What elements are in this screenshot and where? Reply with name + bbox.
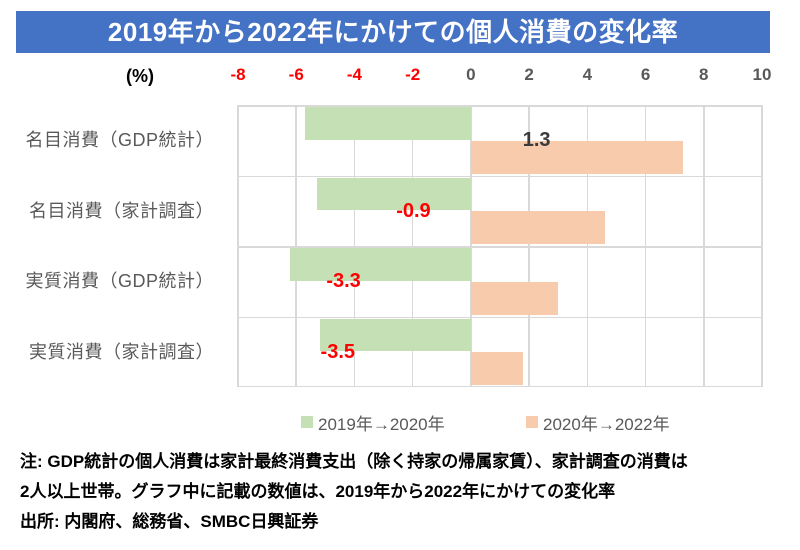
plot-area: 1.3 -0.9 -3.3 -3.5 — [237, 105, 763, 387]
bar-series1 — [319, 318, 471, 352]
bar-series2 — [470, 211, 605, 244]
x-axis-tick-label: 2 — [524, 65, 534, 84]
footnote-line: 2人以上世帯。グラフ中に記載の数値は、2019年から2022年にかけての変化率 — [20, 482, 616, 501]
category-label: 実質消費（GDP統計） — [25, 271, 214, 292]
data-label: -3.5 — [320, 340, 355, 363]
legend-label: 2019年→2020年 — [318, 414, 445, 434]
bar-series1 — [304, 107, 471, 140]
bar-series1 — [290, 248, 471, 281]
gridline-horizontal — [238, 316, 762, 318]
gridline-horizontal — [238, 175, 762, 177]
legend-swatch-icon — [526, 416, 538, 428]
x-axis-tick-label: -6 — [288, 65, 304, 84]
category-label: 名目消費（GDP統計） — [25, 130, 214, 151]
axis-unit-label: (%) — [126, 66, 154, 86]
category-label: 名目消費（家計調査） — [29, 200, 214, 221]
footnotes: 注: GDP統計の個人消費は家計最終消費支出（除く持家の帰属家賃）、家計調査の消… — [20, 447, 790, 537]
gridline-horizontal — [238, 105, 762, 107]
footnote-source: 出所: 内閣府、総務省、SMBC日興証券 — [20, 512, 319, 531]
bar-series1 — [316, 177, 471, 211]
bar-series2 — [470, 352, 524, 385]
x-axis-tick-label: 4 — [582, 65, 593, 84]
gridline-vertical — [761, 105, 763, 387]
legend: 2019年→2020年 2020年→2022年 — [0, 412, 800, 434]
chart-title: 2019年から2022年にかけての個人消費の変化率 — [16, 11, 770, 53]
data-label: 1.3 — [522, 129, 551, 152]
x-axis-tick-label: 10 — [752, 65, 772, 84]
x-axis-tick-label: -8 — [230, 65, 246, 84]
bar-series2 — [470, 281, 559, 315]
category-label: 実質消費（家計調査） — [29, 341, 214, 362]
legend-label: 2020年→2022年 — [543, 414, 670, 434]
x-axis-tick-label: -2 — [405, 65, 421, 84]
x-axis: -8 -6 -4 -2 0 2 4 6 8 10 — [230, 62, 771, 88]
x-axis-tick-label: -4 — [346, 65, 362, 84]
legend-item: 2019年→2020年 — [301, 412, 445, 434]
data-label: -0.9 — [396, 199, 431, 222]
legend-item: 2020年→2022年 — [526, 412, 670, 434]
x-axis-tick-label: 8 — [699, 65, 709, 84]
gridline-horizontal — [238, 385, 762, 387]
gridline-horizontal — [238, 246, 762, 248]
x-axis-tick-label: 0 — [466, 65, 476, 84]
legend-swatch-icon — [301, 416, 313, 428]
data-label: -3.3 — [326, 270, 361, 293]
footnote-line: 注: GDP統計の個人消費は家計最終消費支出（除く持家の帰属家賃）、家計調査の消… — [20, 452, 688, 471]
x-axis-tick-label: 6 — [640, 65, 651, 84]
bar-series2 — [470, 140, 684, 174]
